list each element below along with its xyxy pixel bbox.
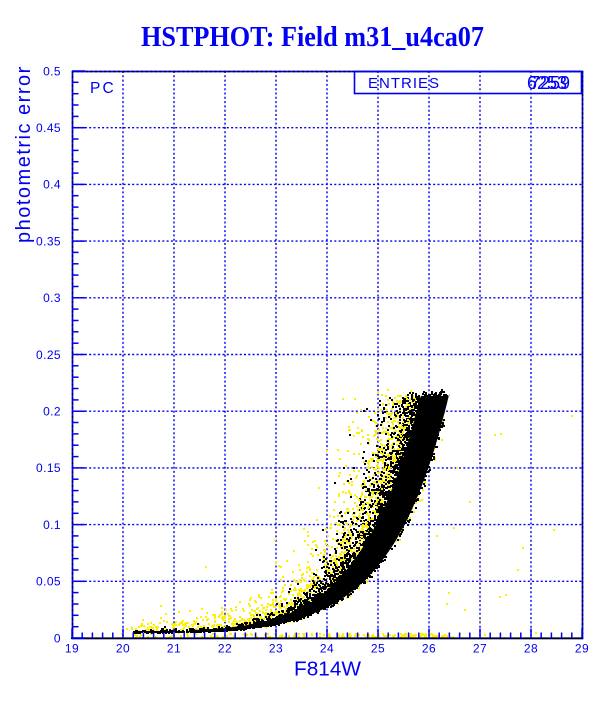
- svg-text:6253: 6253: [527, 73, 567, 93]
- svg-text:PC: PC: [90, 80, 116, 97]
- svg-text:F814W: F814W: [294, 659, 361, 681]
- svg-text:0: 0: [54, 631, 61, 645]
- svg-text:HSTPHOT: Field m31_u4ca07: HSTPHOT: Field m31_u4ca07: [141, 21, 484, 53]
- svg-text:23: 23: [269, 642, 283, 656]
- svg-text:0.25: 0.25: [36, 348, 61, 362]
- svg-text:ENTRIES: ENTRIES: [368, 75, 440, 92]
- svg-text:28: 28: [524, 642, 538, 656]
- svg-text:0.35: 0.35: [36, 234, 61, 248]
- svg-text:0.3: 0.3: [43, 291, 61, 305]
- svg-text:0.4: 0.4: [43, 178, 61, 192]
- svg-text:20: 20: [116, 642, 130, 656]
- svg-text:0.15: 0.15: [36, 461, 61, 475]
- svg-text:21: 21: [167, 642, 181, 656]
- svg-text:26: 26: [422, 642, 436, 656]
- svg-text:0.05: 0.05: [36, 575, 61, 589]
- svg-text:0.1: 0.1: [43, 518, 61, 532]
- svg-text:29: 29: [575, 642, 589, 656]
- svg-text:photometric error: photometric error: [13, 65, 35, 243]
- svg-text:7259: 7259: [530, 73, 570, 93]
- svg-text:0.45: 0.45: [36, 121, 61, 135]
- svg-text:22: 22: [218, 642, 232, 656]
- svg-text:0.5: 0.5: [43, 64, 61, 78]
- svg-text:0.2: 0.2: [43, 405, 61, 419]
- svg-text:25: 25: [371, 642, 385, 656]
- svg-text:24: 24: [320, 642, 334, 656]
- svg-text:27: 27: [473, 642, 487, 656]
- svg-text:19: 19: [65, 642, 79, 656]
